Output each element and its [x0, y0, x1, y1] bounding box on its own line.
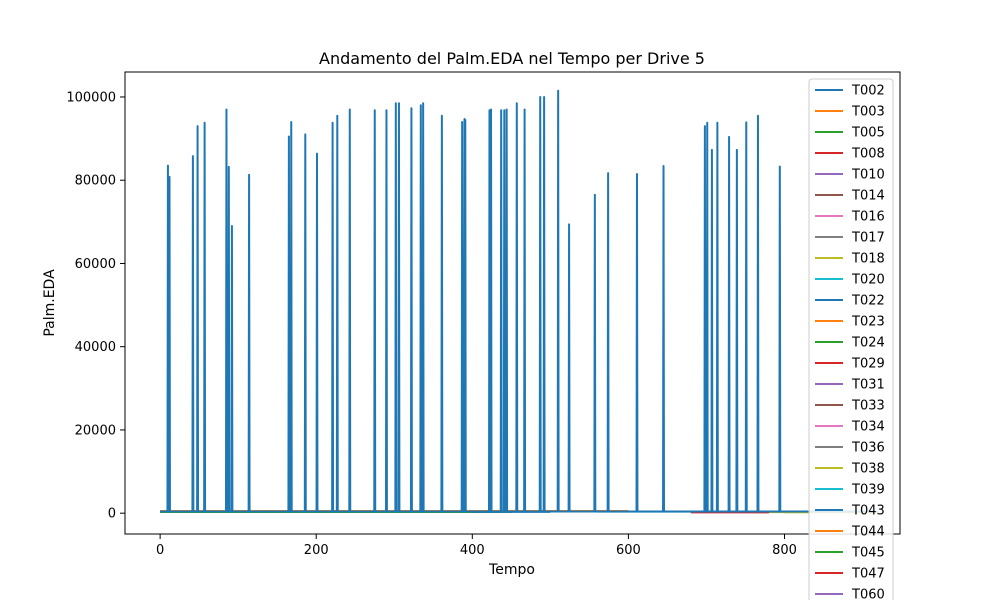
legend-label-T018: T018 — [851, 252, 885, 267]
legend-label-T060: T060 — [851, 588, 885, 600]
y-tick-label: 0 — [108, 507, 116, 522]
legend-label-T023: T023 — [851, 315, 885, 330]
x-tick-label: 800 — [772, 543, 797, 558]
plot-area — [124, 71, 901, 535]
x-axis: 0 200 400 600 800 — [156, 534, 797, 558]
series-layer — [160, 89, 879, 514]
legend-label-T034: T034 — [851, 420, 885, 435]
x-tick-label: 200 — [304, 543, 329, 558]
x-tick-label: 0 — [156, 543, 164, 558]
plot-frame — [124, 71, 901, 535]
legend-label-T038: T038 — [851, 462, 885, 477]
x-axis-label: Tempo — [488, 562, 535, 578]
legend-label-T043: T043 — [851, 504, 885, 519]
legend-label-T024: T024 — [851, 336, 885, 351]
x-tick-label: 400 — [460, 543, 485, 558]
legend-label-T017: T017 — [851, 231, 885, 246]
legend-label-T031: T031 — [851, 378, 885, 393]
legend-label-T039: T039 — [851, 483, 885, 498]
legend-label-T005: T005 — [851, 126, 885, 141]
legend-box — [808, 78, 894, 600]
legend-label-T022: T022 — [851, 294, 885, 309]
series-line-T002 — [160, 89, 879, 513]
legend-label-T036: T036 — [851, 441, 885, 456]
legend-label-T044: T044 — [851, 525, 885, 540]
legend-label-T045: T045 — [851, 546, 885, 561]
y-tick-label: 40000 — [75, 340, 116, 355]
legend-label-T014: T014 — [851, 189, 885, 204]
x-tick-label: 600 — [616, 543, 641, 558]
legend-label-T003: T003 — [851, 105, 885, 120]
y-axis: 0 20000 40000 60000 80000 100000 — [66, 90, 125, 522]
legend-label-T047: T047 — [851, 567, 885, 582]
y-tick-label: 20000 — [75, 423, 116, 438]
y-tick-label: 60000 — [75, 257, 116, 272]
legend-label-T008: T008 — [851, 147, 885, 162]
y-tick-label: 80000 — [75, 174, 116, 189]
legend-label-T029: T029 — [851, 357, 885, 372]
y-tick-label: 100000 — [66, 90, 116, 105]
y-axis-label: Palm.EDA — [42, 269, 58, 337]
chart-title: Andamento del Palm.EDA nel Tempo per Dri… — [319, 49, 705, 68]
legend-label-T002: T002 — [851, 84, 885, 99]
legend-label-T033: T033 — [851, 399, 885, 414]
legend-label-T016: T016 — [851, 210, 885, 225]
legend-label-T010: T010 — [851, 168, 885, 183]
legend: T002 T003 T005 T008 T010 T014 T016 T017 T018 T020… — [808, 78, 894, 600]
legend-label-T020: T020 — [851, 273, 885, 288]
